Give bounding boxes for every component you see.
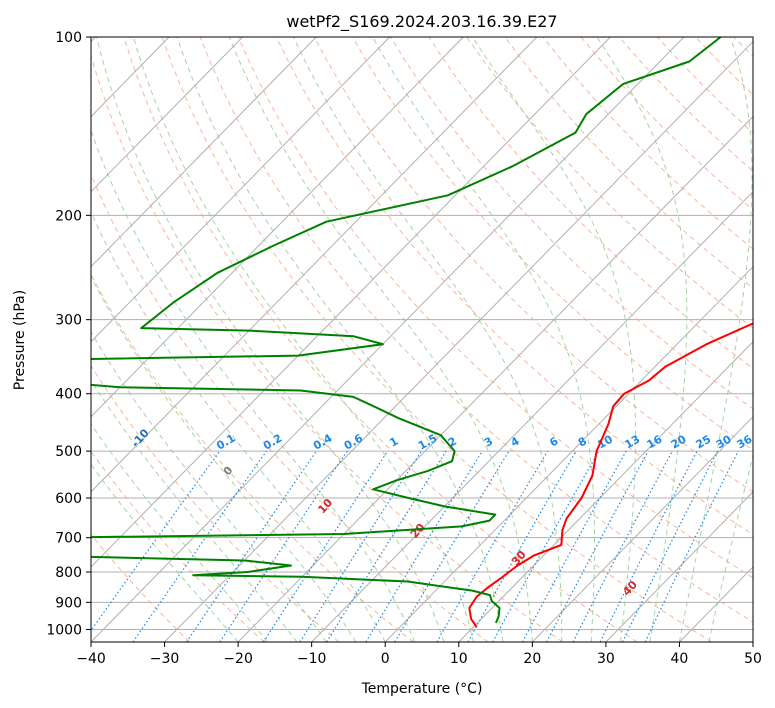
- isotherm: [91, 37, 391, 343]
- dry-adiabat: [91, 273, 414, 642]
- moist-adiabat: [91, 423, 268, 642]
- dry-adiabat: [352, 37, 753, 451]
- moist-adiabat: [91, 379, 298, 642]
- y-tick-label: 800: [55, 565, 82, 581]
- y-tick-label: 400: [55, 387, 82, 403]
- x-tick-label: 10: [450, 651, 468, 667]
- dry-adiabat: [275, 37, 753, 536]
- dry-adiabats: [91, 37, 753, 642]
- mixing-ratio-lines: [91, 450, 739, 642]
- mixing-ratio-line: [186, 450, 317, 642]
- y-tick-label: 500: [55, 444, 82, 460]
- plot-area: 0.10.20.40.611.52346810131620253036-100-…: [91, 37, 755, 642]
- moist-adiabat: [91, 330, 327, 642]
- x-tick-label: −20: [223, 651, 253, 667]
- moist-adiabat: [292, 37, 563, 642]
- plot-frame: [90, 36, 754, 643]
- dry-adiabat: [91, 53, 563, 642]
- mixing-ratio-line: [599, 450, 698, 642]
- profile-series: [91, 37, 753, 628]
- isotherm: [458, 341, 753, 642]
- y-axis-title: Pressure (hPa): [12, 290, 28, 390]
- x-tick-label: 50: [744, 651, 762, 667]
- moist-adiabat: [596, 37, 688, 642]
- moist-adiabat: [472, 37, 636, 642]
- temperature-profile-line: [468, 322, 753, 628]
- mixing-ratio-line: [622, 450, 719, 642]
- isotherm: [237, 115, 753, 642]
- dry-adiabat: [428, 37, 753, 369]
- x-tick-label: −10: [297, 651, 327, 667]
- x-tick-label: −40: [76, 651, 106, 667]
- moist-adiabat: [678, 37, 753, 642]
- y-tick-label: 900: [55, 595, 82, 611]
- x-tick-label: 40: [671, 651, 689, 667]
- y-tick-label: 700: [55, 531, 82, 547]
- y-axis: 100 200 300 400 500 600 700 800 900 1000: [46, 30, 91, 638]
- x-axis-title: Temperature (°C): [361, 681, 483, 697]
- x-tick-label: −30: [150, 651, 180, 667]
- dry-adiabat: [313, 37, 753, 493]
- moist-adiabat: [372, 37, 595, 642]
- mixing-ratio-line: [262, 450, 389, 642]
- moist-adiabats: [91, 37, 753, 642]
- mixing-ratio-line: [521, 450, 627, 642]
- mixing-ratio-line: [132, 450, 267, 642]
- isotherm: [605, 491, 753, 642]
- mixing-ratio-line: [492, 450, 600, 642]
- x-tick-label: 20: [523, 651, 541, 667]
- mixing-ratio-line: [546, 450, 649, 642]
- mixing-ratio-label: 36: [735, 432, 755, 451]
- isotherm: [91, 37, 317, 268]
- dry-adiabat: [91, 364, 340, 642]
- isotherm: [311, 190, 753, 642]
- moist-adiabat: [176, 37, 504, 642]
- mixing-ratio-line: [91, 450, 221, 632]
- moist-adiabat: [91, 129, 416, 642]
- y-tick-label: 300: [55, 313, 82, 329]
- isotherm: [384, 266, 753, 642]
- isotherms: [91, 37, 753, 642]
- moist-adiabat: [132, 37, 474, 642]
- x-axis: −40 −30 −20 −10 0 10 20 30 40 50: [76, 642, 762, 667]
- mixing-ratio-line: [467, 450, 577, 642]
- x-tick-label: 30: [597, 651, 615, 667]
- isotherm: [91, 37, 464, 418]
- mixing-ratio-line: [365, 450, 483, 642]
- dry-adiabat: [466, 37, 753, 329]
- isotherm: [91, 37, 538, 493]
- dewpoint-profile-line: [91, 37, 722, 624]
- pressure-gridlines: [91, 37, 753, 630]
- moist-adiabat: [91, 210, 386, 642]
- isotherm: [91, 37, 611, 568]
- mixing-ratio-line: [219, 450, 348, 642]
- isotherm: [91, 37, 685, 642]
- chart-title: wetPf2_S169.2024.203.16.39.E27: [286, 12, 557, 32]
- dry-adiabat: [123, 37, 638, 642]
- y-tick-label: 100: [55, 30, 82, 46]
- y-tick-label: 1000: [46, 622, 82, 638]
- x-tick-label: 0: [381, 651, 390, 667]
- y-tick-label: 200: [55, 208, 82, 224]
- isotherm: [164, 40, 753, 642]
- y-tick-label: 600: [55, 491, 82, 507]
- moist-adiabat: [91, 463, 239, 642]
- isotherm: [531, 416, 753, 642]
- isotherm: [91, 37, 243, 193]
- mixing-ratio-line: [299, 450, 422, 642]
